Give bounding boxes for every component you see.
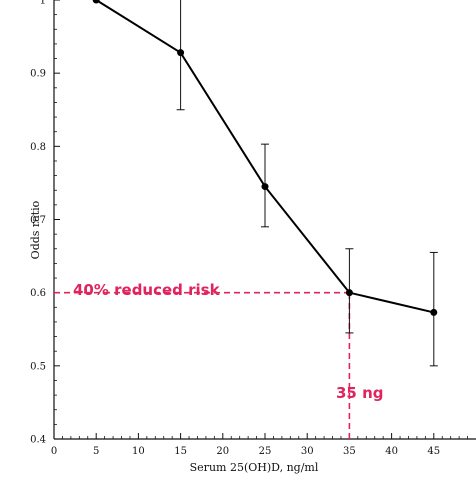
data-point — [345, 289, 353, 297]
x-tick-label: 10 — [132, 446, 145, 457]
x-tick-label: 30 — [301, 446, 314, 457]
threshold-annotation: 35 ng — [336, 384, 384, 402]
x-tick-label: 5 — [93, 446, 99, 457]
x-tick-label: 20 — [216, 446, 229, 457]
reduced-risk-annotation: 40% reduced risk — [73, 281, 221, 299]
y-tick-label: 0.5 — [30, 361, 46, 372]
y-tick-label: 1 — [40, 0, 46, 7]
x-axis-title: Serum 25(OH)D, ng/ml — [190, 461, 319, 474]
data-point — [261, 183, 269, 191]
x-tick-label: 45 — [427, 446, 440, 457]
data-point — [177, 49, 185, 57]
data-point — [430, 308, 438, 316]
y-axis-title: Odds ratio — [29, 200, 42, 259]
y-tick-label: 0.9 — [30, 69, 46, 80]
x-tick-label: 0 — [51, 446, 57, 457]
data-point — [92, 0, 100, 4]
x-tick-label: 40 — [385, 446, 398, 457]
y-tick-label: 0.8 — [30, 142, 46, 153]
y-tick-label: 0.4 — [30, 435, 46, 446]
x-tick-label: 15 — [174, 446, 187, 457]
plot-area: 0 5 10 15 20 25 30 35 40 45 0.4 0.5 0.6 0.7 0.8 0.9 1 — [30, 0, 476, 457]
x-tick-label: 25 — [259, 446, 272, 457]
x-tick-label: 35 — [343, 446, 356, 457]
y-tick-label: 0.6 — [30, 288, 46, 299]
y-tick-label: 0.7 — [30, 215, 46, 226]
